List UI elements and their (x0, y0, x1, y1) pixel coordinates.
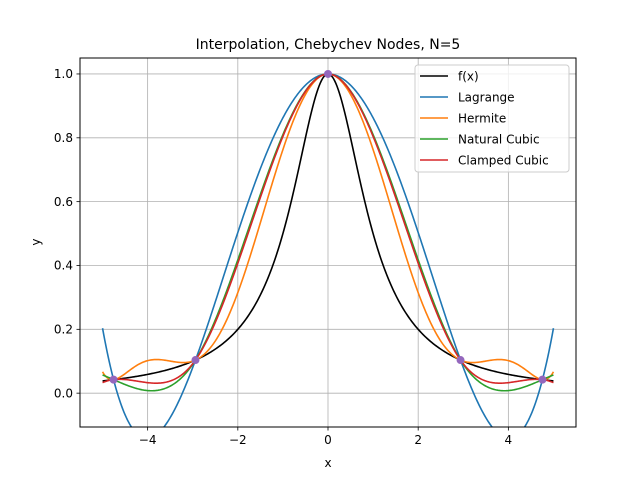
legend-frame (414, 64, 570, 173)
node-point (456, 356, 465, 365)
legend-label: Clamped Cubic (458, 153, 549, 167)
node-point (538, 375, 547, 384)
y-tick-label: 0.6 (54, 195, 73, 209)
y-tick-label: 0.8 (54, 131, 73, 145)
y-tick-label: 0.2 (54, 323, 73, 337)
chart-title: Interpolation, Chebychev Nodes, N=5 (196, 37, 461, 53)
y-axis-ticks: 0.0 0.2 0.4 0.6 0.8 1.0 (54, 67, 80, 400)
x-axis-label: x (324, 456, 331, 470)
x-tick-label: −4 (139, 433, 157, 447)
y-tick-label: 0.4 (54, 259, 73, 273)
x-axis-ticks: −4 −2 0 2 4 (139, 427, 512, 447)
x-tick-label: −2 (229, 433, 247, 447)
node-point (109, 375, 118, 384)
node-point (191, 356, 200, 365)
x-tick-label: 4 (505, 433, 513, 447)
legend-label: Hermite (458, 111, 506, 125)
y-tick-label: 0.0 (54, 386, 73, 400)
legend: f(x) Lagrange Hermite Natural Cubic Clamped … (414, 64, 570, 173)
legend-label: Lagrange (458, 90, 515, 104)
x-tick-label: 2 (414, 433, 422, 447)
legend-label: f(x) (458, 69, 479, 83)
y-tick-label: 1.0 (54, 67, 73, 81)
x-tick-label: 0 (324, 433, 332, 447)
interpolation-nodes (109, 69, 547, 384)
y-axis-label: y (29, 238, 43, 245)
legend-label: Natural Cubic (458, 132, 540, 146)
node-point (324, 69, 332, 78)
